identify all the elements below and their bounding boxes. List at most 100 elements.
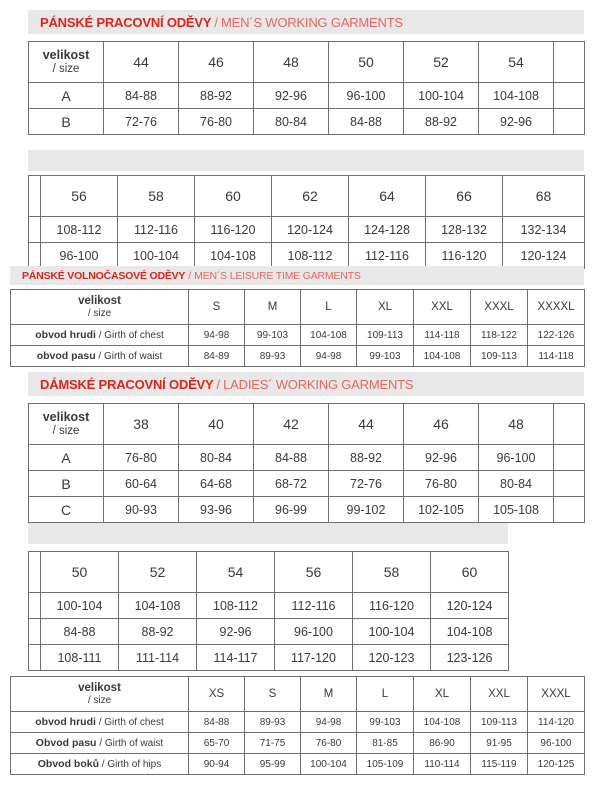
measurement-cell: 116-120 <box>194 216 272 243</box>
table-row: 108-112 112-116 116-120 120-124 124-128 … <box>28 216 585 243</box>
table-ladies-leisure: velikost / size XS S M L XL XXL XXXL obv… <box>10 676 585 775</box>
measurement-cell: 123-126 <box>430 644 509 671</box>
measurement-cell: 104-108 <box>118 592 197 619</box>
size-header-cell: 38 <box>103 403 179 445</box>
table-row: B 72-76 76-80 80-84 84-88 88-92 92-96 <box>28 108 585 135</box>
measurement-cell: 120-124 <box>502 242 585 269</box>
measurement-cell: 112-116 <box>274 592 353 619</box>
size-header-cell: 46 <box>178 41 254 83</box>
table-edge-cell <box>553 82 585 109</box>
table-row: B 60-64 64-68 68-72 72-76 76-80 80-84 <box>28 470 585 497</box>
row-label-cell: Obvod boků / Girth of hips <box>10 753 189 775</box>
measurement-cell: 110-114 <box>413 753 471 775</box>
size-header-cell: M <box>244 289 301 325</box>
size-label-en: / size <box>52 424 80 437</box>
measurement-cell: 84-88 <box>328 108 404 135</box>
measurement-cell: 124-128 <box>348 216 426 243</box>
measurement-cell: 115-119 <box>470 753 528 775</box>
section-title-en: MEN´S LEISURE TIME GARMENTS <box>194 269 361 282</box>
size-header-cell: 44 <box>103 41 179 83</box>
section-title-mens-working: PÁNSKÉ PRACOVNÍ ODĚVY / MEN´S WORKING GA… <box>28 10 584 34</box>
size-header-cell: 42 <box>253 403 329 445</box>
size-header-cell: 68 <box>502 175 585 217</box>
measurement-cell: 100-104 <box>117 242 195 269</box>
table-stub-cell <box>28 592 41 619</box>
size-header-cell: XL <box>413 676 471 712</box>
size-label-en: / size <box>52 62 80 75</box>
measurement-cell: 104-108 <box>413 345 471 367</box>
size-header-cell: 48 <box>253 41 329 83</box>
row-label-en: Girth of hips <box>107 759 162 770</box>
row-label-en: Girth of waist <box>103 351 163 362</box>
table-stub-cell <box>28 175 41 217</box>
size-label-en: / size <box>87 307 112 319</box>
measurement-cell: 114-120 <box>527 711 585 733</box>
table-header-row: velikost / size 44 46 48 50 52 54 <box>28 41 585 83</box>
table-stub-cell <box>28 618 41 645</box>
measurement-cell: 92-96 <box>253 82 329 109</box>
size-header-cell: XXXL <box>527 676 585 712</box>
table-ladies-working: velikost / size 38 40 42 44 46 48 A 76-8… <box>28 403 585 523</box>
measurement-cell: 114-118 <box>413 324 471 346</box>
row-label-en: Girth of chest <box>104 330 164 341</box>
measurement-cell: 76-80 <box>403 470 479 497</box>
size-header-cell: M <box>300 676 357 712</box>
measurement-cell: 96-100 <box>40 242 118 269</box>
measurement-cell: 100-104 <box>40 592 119 619</box>
table-edge-cell <box>553 496 585 523</box>
measurement-cell: 108-112 <box>271 242 349 269</box>
measurement-cell: 93-96 <box>178 496 254 523</box>
measurement-cell: 128-132 <box>425 216 503 243</box>
section-title-mens-leisure: PÁNSKÉ VOLNOČASOVÉ ODĚVY / MEN´S LEISURE… <box>10 266 584 285</box>
section-title-separator: / <box>188 269 192 282</box>
row-label-cz: obvod pasu <box>36 350 96 362</box>
size-header-cell: L <box>356 676 414 712</box>
table-stub-cell <box>28 242 41 269</box>
measurement-cell: 71-75 <box>244 732 301 754</box>
measurement-cell: 84-88 <box>188 711 245 733</box>
size-header-cell: 60 <box>430 551 509 593</box>
row-label-separator: / <box>98 330 102 341</box>
measurement-cell: 120-124 <box>271 216 349 243</box>
measurement-cell: 88-92 <box>403 108 479 135</box>
measurement-cell: 99-103 <box>244 324 301 346</box>
table-row: C 90-93 93-96 96-99 99-102 102-105 105-1… <box>28 496 585 523</box>
section-title-cz: DÁMSKÉ PRACOVNÍ ODĚVY <box>40 376 214 392</box>
measurement-cell: 104-108 <box>300 324 357 346</box>
measurement-cell: 100-104 <box>403 82 479 109</box>
row-label-cell: obvod hrudi / Girth of chest <box>10 711 189 733</box>
table-row: obvod hrudi / Girth of chest 84-88 89-93… <box>10 711 585 733</box>
measurement-cell: 112-116 <box>117 216 195 243</box>
size-header-cell: 46 <box>403 403 479 445</box>
measurement-cell: 90-93 <box>103 496 179 523</box>
table-header-row: 50 52 54 56 58 60 <box>28 551 509 593</box>
measurement-cell: 92-96 <box>403 444 479 471</box>
measurement-cell: 108-111 <box>40 644 119 671</box>
table-stub-cell <box>28 216 41 243</box>
measurement-cell: 116-120 <box>425 242 503 269</box>
table-stub-cell <box>28 551 41 593</box>
size-header-cell: 56 <box>274 551 353 593</box>
row-label-cell: Obvod pasu / Girth of waist <box>10 732 189 754</box>
measurement-cell: 86-90 <box>413 732 471 754</box>
measurement-cell: 88-92 <box>178 82 254 109</box>
measurement-cell: 72-76 <box>103 108 179 135</box>
measurement-cell: 60-64 <box>103 470 179 497</box>
size-header-cell: 64 <box>348 175 426 217</box>
size-header-cell: L <box>300 289 357 325</box>
measurement-cell: 104-108 <box>194 242 272 269</box>
measurement-cell: 76-80 <box>178 108 254 135</box>
measurement-cell: 84-88 <box>40 618 119 645</box>
size-header-cell: 50 <box>328 41 404 83</box>
row-label-cz: Obvod pasu <box>35 737 97 749</box>
table-row: 96-100 100-104 104-108 108-112 112-116 1… <box>28 242 585 269</box>
size-label-cz: velikost <box>78 294 121 307</box>
measurement-cell: 109-113 <box>356 324 414 346</box>
size-header-cell: 54 <box>478 41 554 83</box>
size-label-en: / size <box>87 694 112 706</box>
measurement-cell: 76-80 <box>300 732 357 754</box>
table-row: obvod pasu / Girth of waist 84-89 89-93 … <box>10 345 585 367</box>
table-edge-cell <box>553 470 585 497</box>
measurement-cell: 94-98 <box>300 345 357 367</box>
